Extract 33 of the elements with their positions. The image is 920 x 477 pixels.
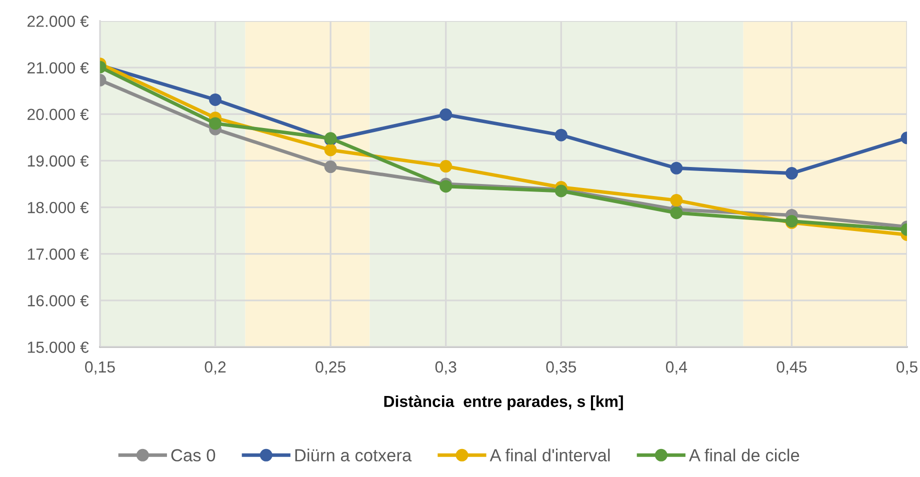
x-tick-label: 0,5 <box>896 361 918 375</box>
y-tick-label: 15.000 € <box>28 342 89 353</box>
x-tick-label: 0,25 <box>316 361 346 375</box>
point <box>324 144 337 156</box>
y-tick-label: 17.000 € <box>28 248 89 260</box>
x-tick-label: 0,35 <box>546 361 576 375</box>
legend-label: A final de cicle <box>688 448 800 462</box>
y-tick-label: 21.000 € <box>28 62 89 74</box>
point <box>440 180 452 193</box>
legend-label: A final d'interval <box>490 448 610 462</box>
point <box>440 160 452 173</box>
x-tick-label: 0,2 <box>204 361 226 375</box>
legend-label: Diürn a cotxera <box>295 448 412 462</box>
point <box>670 162 683 174</box>
x-tick-label: 0,15 <box>85 361 115 375</box>
point <box>785 167 798 180</box>
point <box>670 194 683 207</box>
point <box>324 160 337 174</box>
point <box>209 117 222 130</box>
point <box>440 108 452 121</box>
x-tick-label: 0,4 <box>666 361 688 375</box>
y-tick-label: 18.000 € <box>28 202 89 214</box>
y-tick-label: 22.000 € <box>28 16 89 27</box>
point <box>670 206 683 220</box>
legend-label: Cas 0 <box>171 449 216 462</box>
y-tick-label: 16.000 € <box>28 295 89 306</box>
y-tick-label: 19.000 € <box>28 155 89 167</box>
x-tick-label: 0,45 <box>776 361 807 375</box>
y-tick-label: 20.000 € <box>28 108 89 120</box>
x-tick-label: 0,3 <box>435 361 456 375</box>
point <box>554 128 568 142</box>
x-axis-title: Distància entre parades, s [km] <box>384 395 623 410</box>
point <box>209 93 222 106</box>
